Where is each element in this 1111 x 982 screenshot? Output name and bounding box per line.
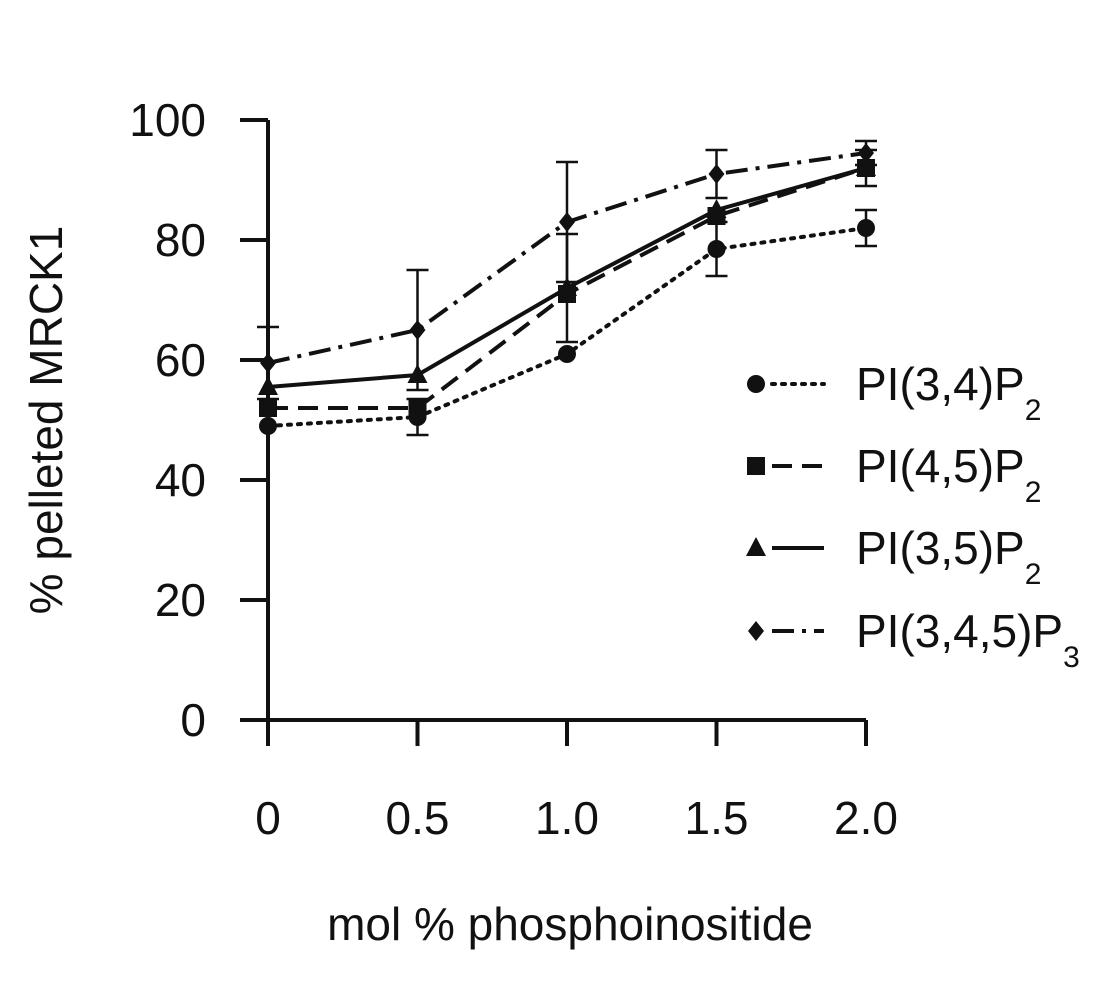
legend-label: PI(4,5)P2 (856, 440, 1041, 509)
legend-entry: PI(3,5)P2 (746, 522, 1041, 591)
x-tick-label: 1.0 (535, 792, 599, 844)
series-4 (257, 139, 877, 401)
legend-entry: PI(4,5)P2 (747, 440, 1041, 509)
y-tick-label: 100 (129, 94, 206, 146)
legend-subscript: 2 (1025, 394, 1042, 427)
y-tick-label: 60 (155, 334, 206, 386)
data-point (259, 417, 277, 435)
series-layer (257, 139, 877, 437)
x-axis: 0 0.5 1.0 1.5 2.0 (240, 718, 898, 844)
x-tick-label: 2.0 (834, 792, 898, 844)
data-point (857, 219, 875, 237)
legend-entry: PI(3,4,5)P3 (748, 605, 1080, 674)
data-point (858, 143, 874, 163)
x-tick-label: 0.5 (386, 792, 450, 844)
data-point (557, 277, 577, 296)
legend-marker (748, 621, 764, 641)
legend-marker (747, 457, 765, 475)
legend-label: PI(3,4,5)P3 (856, 605, 1080, 674)
legend-label: PI(3,4)P2 (856, 358, 1041, 427)
legend-marker (747, 375, 765, 393)
data-point (259, 399, 277, 417)
legend-label: PI(3,5)P2 (856, 522, 1041, 591)
legend: PI(3,4)P2 PI(4,5)P2 PI(3,5)P2 PI(3,4,5)P3 (746, 358, 1080, 674)
legend-subscript: 3 (1063, 641, 1080, 674)
y-tick-label: 80 (155, 214, 206, 266)
data-point (856, 157, 876, 176)
y-tick-label: 20 (155, 574, 206, 626)
legend-entry: PI(3,4)P2 (747, 358, 1041, 427)
x-tick-label: 0 (255, 792, 281, 844)
data-point (708, 164, 725, 184)
y-axis: 0 20 40 60 80 100 (129, 94, 270, 746)
data-point (409, 320, 426, 340)
legend-subscript: 2 (1025, 558, 1042, 591)
y-tick-label: 40 (155, 454, 206, 506)
data-point (559, 212, 575, 232)
legend-subscript: 2 (1025, 476, 1042, 509)
legend-marker (746, 537, 766, 556)
data-point (558, 345, 576, 363)
data-point (260, 353, 276, 373)
data-point (408, 399, 427, 417)
x-axis-title: mol % phosphoinositide (327, 898, 813, 950)
x-tick-label: 1.5 (685, 792, 749, 844)
data-point (706, 199, 727, 218)
y-tick-label: 0 (180, 694, 206, 746)
y-axis-title: % pelleted MRCK1 (20, 226, 72, 615)
data-point (707, 240, 726, 258)
